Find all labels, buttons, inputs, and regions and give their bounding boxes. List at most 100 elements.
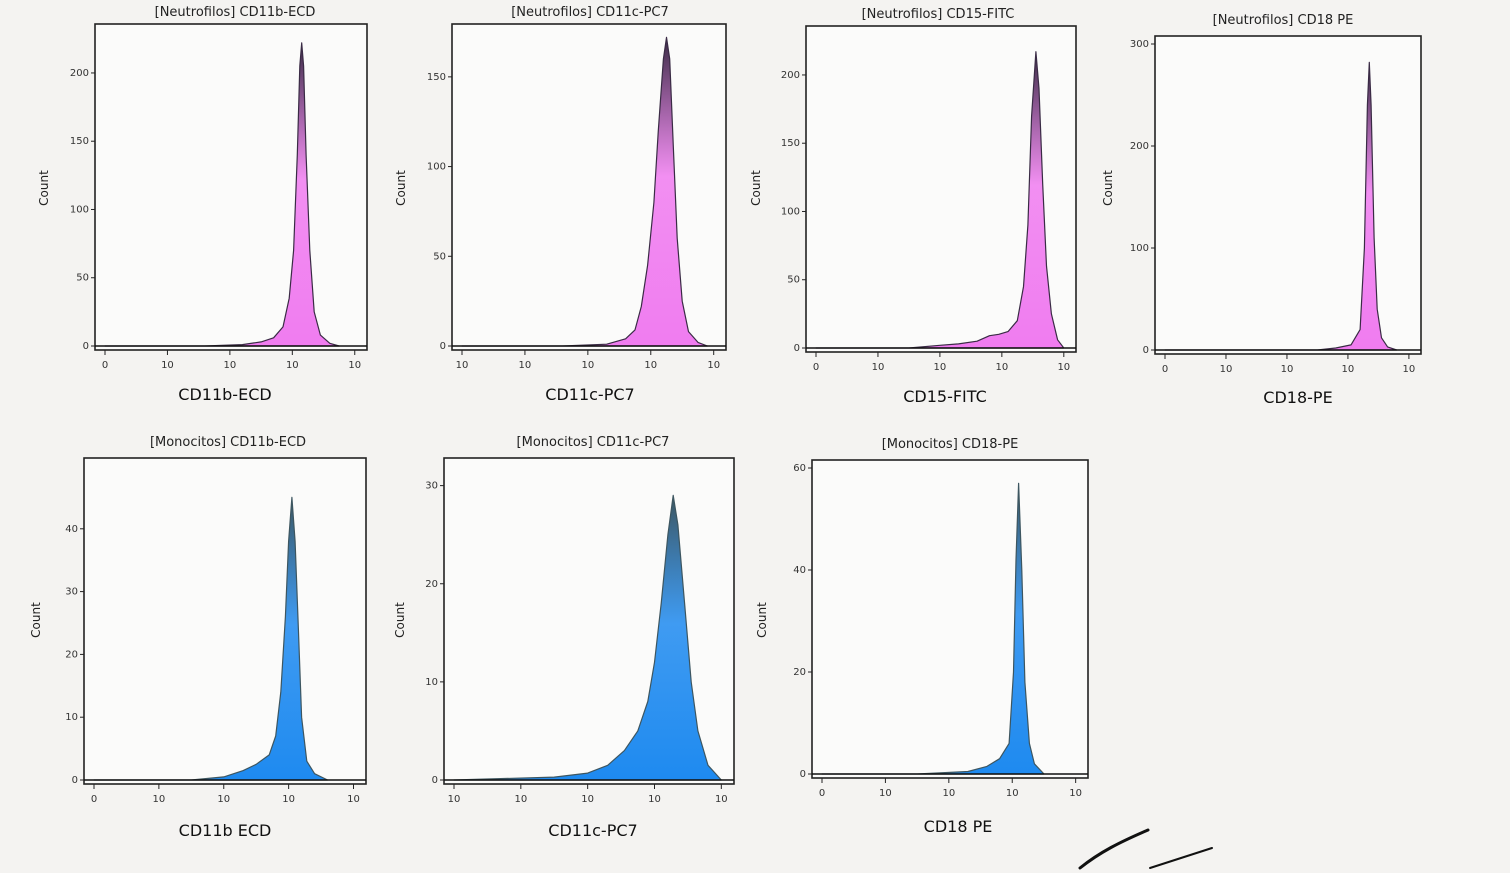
y-tick-label: 0 (72, 775, 78, 786)
x-tick-label: 10 (1220, 364, 1233, 375)
y-tick-label: 40 (65, 524, 78, 535)
x-tick-label: 10 (161, 360, 174, 371)
y-tick-label: 150 (427, 72, 446, 83)
histogram-area (821, 482, 1045, 775)
plot-frame (1154, 35, 1422, 355)
histogram-area (453, 494, 722, 781)
x-axis-label: CD11c-PC7 (548, 821, 637, 840)
x-tick-label: 10 (514, 794, 527, 805)
y-tick-label: 0 (432, 775, 438, 786)
y-tick-label: 100 (427, 162, 446, 173)
histogram-panel: [Neutrofilos] CD18 PECD18-PECount0100200… (1101, 13, 1422, 407)
x-tick-label: 10 (456, 360, 469, 371)
y-tick-label: 150 (781, 138, 800, 149)
chart-title: [Monocitos] CD18-PE (882, 437, 1019, 452)
x-tick-label: 10 (347, 794, 360, 805)
plot-frame (94, 23, 368, 351)
x-tick-label: 10 (581, 360, 594, 371)
x-tick-label: 10 (348, 360, 361, 371)
x-tick-label: 0 (813, 362, 819, 373)
y-tick-label: 100 (781, 206, 800, 217)
plot-frame (451, 23, 727, 351)
y-tick-label: 200 (1130, 141, 1149, 152)
histogram-area (461, 36, 709, 347)
y-axis-label: Count (394, 170, 408, 206)
histogram-area (104, 42, 340, 347)
histogram-area (93, 496, 329, 781)
y-axis-label: Count (37, 170, 51, 206)
x-tick-label: 0 (1162, 364, 1168, 375)
x-tick-label: 10 (1006, 788, 1019, 799)
histogram-area (815, 51, 1065, 349)
signature-mark (1078, 828, 1150, 870)
x-tick-label: 10 (707, 360, 720, 371)
x-tick-label: 10 (648, 794, 661, 805)
x-tick-label: 10 (1281, 364, 1294, 375)
x-tick-label: 10 (1057, 362, 1070, 373)
y-tick-label: 0 (794, 343, 800, 354)
x-tick-label: 10 (879, 788, 892, 799)
x-axis-label: CD15-FITC (903, 387, 987, 406)
chart-title: [Monocitos] CD11b-ECD (150, 435, 306, 450)
histogram-panel: [Monocitos] CD11c-PC7 CD11c-PC7 Count 0 10 20… (393, 435, 735, 840)
x-tick-label: 10 (282, 794, 295, 805)
y-tick-label: 0 (1143, 345, 1149, 356)
x-tick-label: 10 (1403, 364, 1416, 375)
x-tick-label: 10 (942, 788, 955, 799)
histogram-area (1164, 61, 1398, 351)
x-tick-label: 10 (224, 360, 237, 371)
y-tick-label: 50 (76, 273, 89, 284)
x-tick-label: 0 (819, 788, 825, 799)
y-tick-label: 20 (65, 649, 78, 660)
y-tick-label: 20 (425, 579, 438, 590)
x-tick-label: 10 (872, 362, 885, 373)
x-tick-label: 0 (91, 794, 97, 805)
y-tick-label: 30 (65, 587, 78, 598)
y-tick-label: 200 (781, 70, 800, 81)
y-axis-label: Count (29, 602, 43, 638)
x-tick-label: 0 (102, 360, 108, 371)
y-tick-label: 10 (65, 712, 78, 723)
x-tick-label: 10 (217, 794, 230, 805)
y-tick-label: 100 (70, 204, 89, 215)
x-tick-label: 10 (995, 362, 1008, 373)
x-tick-label: 10 (644, 360, 657, 371)
chart-title: [Neutrofilos] CD11b-ECD (155, 5, 316, 20)
y-tick-label: 40 (793, 565, 806, 576)
y-tick-label: 0 (800, 769, 806, 780)
chart-title: [Monocitos] CD11c-PC7 (517, 435, 670, 450)
y-axis-label: Count (749, 170, 763, 206)
y-tick-label: 0 (440, 341, 446, 352)
plot-frame (811, 459, 1089, 779)
x-tick-label: 10 (715, 794, 728, 805)
histogram-panel: [Neutrofilos] CD11b-ECD CD11b-ECD Count 0 50… (37, 5, 368, 404)
x-axis-label: CD11c-PC7 (545, 385, 634, 404)
y-axis-label: Count (755, 602, 769, 638)
x-tick-label: 10 (153, 794, 166, 805)
y-tick-label: 0 (83, 341, 89, 352)
histogram-panel: [Neutrofilos] CD15-FITC CD15-FITC Count 0 50… (749, 7, 1077, 406)
histogram-panel: [Neutrofilos] CD11c-PC7 CD11c-PC7 Count 0 50… (394, 5, 727, 404)
y-tick-label: 300 (1130, 39, 1149, 50)
x-tick-label: 10 (1069, 788, 1082, 799)
chart-title: [Neutrofilos] CD11c-PC7 (511, 5, 669, 20)
x-tick-label: 10 (581, 794, 594, 805)
y-axis-label: Count (1101, 170, 1115, 206)
y-tick-label: 60 (793, 463, 806, 474)
x-tick-label: 10 (1342, 364, 1355, 375)
x-tick-label: 10 (448, 794, 461, 805)
chart-title: [Neutrofilos] CD18 PE (1213, 13, 1354, 28)
histogram-panel: [Monocitos] CD11b-ECD CD11b ECD Count 0 10 20… (29, 435, 367, 840)
x-axis-label: CD18-PE (1263, 388, 1332, 407)
y-tick-label: 100 (1130, 243, 1149, 254)
x-axis-label: CD11b-ECD (178, 385, 271, 404)
y-tick-label: 30 (425, 481, 438, 492)
x-tick-label: 10 (519, 360, 532, 371)
signature-mark-line (1149, 847, 1213, 869)
x-tick-label: 10 (934, 362, 947, 373)
y-tick-label: 150 (70, 136, 89, 147)
plot-frame (83, 457, 367, 785)
x-axis-label: CD18 PE (924, 817, 993, 836)
y-tick-label: 200 (70, 68, 89, 79)
